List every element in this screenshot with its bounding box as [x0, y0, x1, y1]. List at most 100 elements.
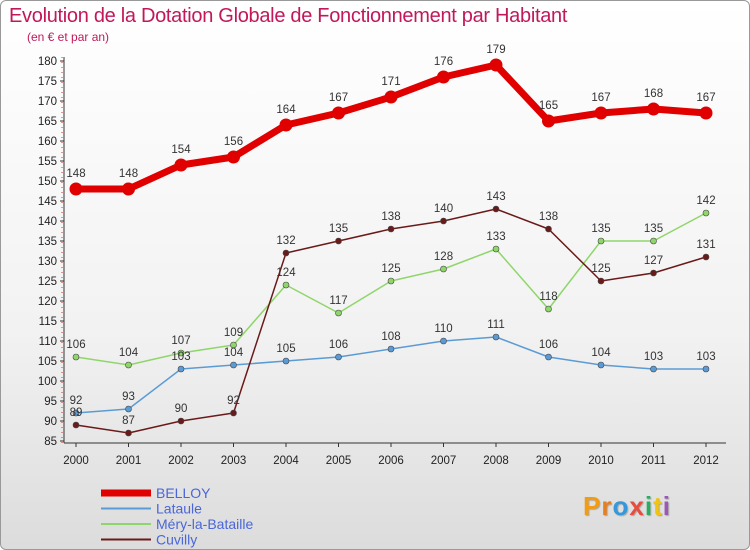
x-tick-label: 2001	[116, 455, 142, 467]
data-point	[387, 345, 395, 353]
data-label: 124	[276, 267, 296, 279]
y-tick-label: 130	[38, 256, 57, 268]
logo-letter: x	[629, 491, 645, 521]
y-tick-label: 85	[44, 436, 57, 448]
data-label: 92	[70, 395, 83, 407]
x-tick-label: 2005	[326, 455, 352, 467]
y-tick-label: 125	[38, 276, 57, 288]
data-label: 135	[644, 223, 663, 235]
data-point	[545, 305, 552, 313]
y-tick-label: 155	[38, 156, 57, 168]
data-label: 171	[381, 76, 400, 88]
data-label: 107	[171, 335, 190, 347]
data-point	[335, 237, 342, 245]
data-label: 108	[381, 331, 400, 343]
legend-label: Lataule	[156, 501, 202, 517]
data-point	[440, 217, 447, 225]
x-tick-label: 2002	[168, 455, 194, 467]
data-point	[650, 237, 657, 245]
data-point	[702, 209, 710, 217]
y-tick-label: 100	[38, 376, 57, 388]
data-point	[72, 353, 80, 361]
data-label: 168	[644, 88, 663, 100]
data-label: 128	[434, 251, 453, 263]
x-tick-label: 2007	[431, 455, 457, 467]
y-tick-label: 105	[38, 356, 57, 368]
data-label: 125	[591, 263, 610, 275]
x-tick-label: 2006	[378, 455, 404, 467]
data-label: 127	[644, 255, 663, 267]
legend-label: Méry-la-Bataille	[156, 516, 253, 532]
data-label: 106	[539, 339, 558, 351]
data-point	[492, 333, 500, 341]
data-label: 165	[539, 100, 558, 112]
data-label: 105	[276, 343, 295, 355]
data-label: 90	[175, 403, 188, 415]
data-label: 117	[329, 295, 347, 307]
data-label: 104	[224, 347, 244, 359]
y-tick-label: 150	[38, 176, 57, 188]
y-tick-label: 160	[38, 136, 57, 148]
data-point	[542, 114, 555, 128]
logo-letter: t	[653, 491, 663, 521]
data-point	[440, 265, 447, 273]
data-label: 118	[539, 291, 557, 303]
data-label: 132	[276, 235, 295, 247]
logo-letter: o	[612, 491, 630, 521]
y-tick-label: 175	[38, 76, 57, 88]
data-label: 167	[696, 92, 715, 104]
x-tick-label: 2010	[588, 455, 614, 467]
data-label: 89	[70, 407, 83, 419]
y-tick-label: 90	[44, 416, 57, 428]
data-point	[332, 106, 345, 120]
data-point	[440, 337, 447, 345]
data-point	[597, 361, 605, 369]
data-point	[177, 349, 185, 357]
data-point	[545, 353, 552, 361]
data-label: 111	[487, 319, 504, 331]
data-point	[437, 70, 450, 84]
data-point	[279, 118, 293, 132]
data-point	[72, 421, 80, 429]
data-point	[545, 225, 552, 233]
y-tick-label: 120	[38, 296, 57, 308]
data-label: 179	[486, 44, 505, 56]
y-tick-label: 165	[38, 116, 57, 128]
data-label: 110	[434, 323, 452, 335]
data-point	[492, 205, 500, 213]
y-tick-label: 145	[38, 196, 57, 208]
data-point	[282, 281, 290, 289]
data-label: 125	[381, 263, 400, 275]
data-label: 87	[122, 415, 135, 427]
data-label: 103	[171, 351, 190, 363]
y-tick-label: 180	[38, 56, 57, 68]
data-label: 167	[591, 92, 610, 104]
proxiti-logo: Proxiti	[583, 491, 671, 522]
data-point	[647, 102, 660, 116]
data-label: 103	[696, 351, 715, 363]
data-point	[125, 429, 132, 437]
chart-subtitle: (en € et par an)	[27, 30, 110, 44]
data-point	[177, 365, 185, 373]
data-label: 104	[591, 347, 611, 359]
x-tick-label: 2000	[63, 455, 89, 467]
y-tick-label: 170	[38, 96, 57, 108]
data-point	[702, 365, 710, 373]
x-tick-label: 2004	[273, 455, 299, 467]
data-label: 148	[66, 168, 85, 180]
x-tick-label: 2012	[693, 455, 719, 467]
data-label: 143	[486, 191, 505, 203]
data-label: 103	[644, 351, 663, 363]
data-point	[227, 150, 240, 164]
data-point	[699, 106, 713, 120]
data-label: 106	[329, 339, 348, 351]
data-point	[230, 409, 237, 417]
x-tick-label: 2011	[641, 455, 666, 467]
data-label: 104	[119, 347, 139, 359]
series-line	[75, 208, 707, 434]
data-point	[125, 361, 132, 369]
data-point	[489, 58, 503, 72]
data-label: 135	[591, 223, 610, 235]
